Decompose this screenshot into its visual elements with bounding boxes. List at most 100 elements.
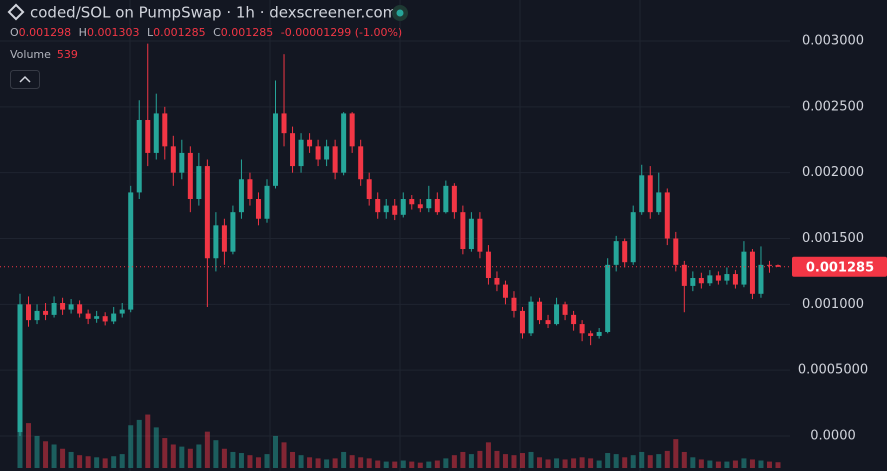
candle-body xyxy=(153,113,159,153)
candle-body xyxy=(77,304,83,314)
volume-bar xyxy=(77,455,83,468)
candle-body xyxy=(460,212,466,250)
candle-body xyxy=(690,278,696,286)
volume-bar xyxy=(775,462,781,468)
volume-bar xyxy=(307,457,313,468)
volume-bar xyxy=(579,457,585,468)
volume-bar xyxy=(494,450,500,468)
volume-bar xyxy=(238,453,244,468)
y-tick-label: 0.0005000 xyxy=(798,363,868,378)
candle-body xyxy=(213,225,219,259)
volume-bar xyxy=(596,460,602,468)
candle-body xyxy=(528,301,534,334)
volume-bar xyxy=(375,460,381,468)
candle-body xyxy=(639,175,645,213)
volume-bar xyxy=(622,457,628,468)
volume-bar xyxy=(324,459,330,468)
candle-body xyxy=(324,146,330,160)
candle-body xyxy=(247,179,253,199)
volume-bar xyxy=(485,442,491,468)
candle-body xyxy=(766,264,772,266)
volume-bar xyxy=(545,459,551,468)
volume-bar xyxy=(281,442,287,468)
candle-body xyxy=(451,185,457,213)
volume-bar xyxy=(477,450,483,468)
candle-body xyxy=(366,179,372,199)
volume-bar xyxy=(571,458,577,468)
volume-bar xyxy=(681,451,687,468)
candle-body xyxy=(724,274,730,281)
candle-body xyxy=(775,265,781,267)
volume-bar xyxy=(554,458,560,468)
volume-bar xyxy=(204,431,210,468)
volume-bar xyxy=(639,451,645,468)
candle-body xyxy=(60,303,66,310)
volume-bar xyxy=(724,461,730,468)
candle-body xyxy=(290,133,296,167)
candle-body xyxy=(51,303,57,315)
ohlc-value: 0.001298 xyxy=(19,26,72,39)
last-price-label: 0.001285 xyxy=(806,260,874,275)
volume-bar xyxy=(698,459,704,468)
candle-body xyxy=(136,120,142,193)
volume-bar xyxy=(34,435,40,468)
price-axis: 0.0000 0.0005000 0.001000 0.001500 0.002000 0… xyxy=(792,34,887,444)
candle-body xyxy=(68,304,74,310)
candle-body xyxy=(571,314,577,325)
volume-bar xyxy=(537,457,543,468)
change: -0.00001299 (-1.00%) xyxy=(281,26,402,39)
ohlc-label: C xyxy=(213,26,221,39)
candle-body xyxy=(307,139,313,147)
y-tick-label: 0.001500 xyxy=(802,231,864,246)
candle-body xyxy=(715,275,721,281)
volume-bar xyxy=(26,423,32,468)
volume-bar xyxy=(51,444,57,468)
volume-bar xyxy=(341,451,347,468)
candle-body xyxy=(502,284,508,298)
y-tick-label: 0.0000 xyxy=(810,429,856,444)
volume-bar xyxy=(221,448,227,468)
volume-bar xyxy=(605,453,611,468)
collapse-icon[interactable] xyxy=(19,75,31,83)
collapse-button[interactable] xyxy=(10,70,40,89)
volume-bar xyxy=(707,460,713,468)
candle-body xyxy=(647,175,653,213)
ohlc-value: 0.001285 xyxy=(221,26,274,39)
candle-body xyxy=(519,310,525,334)
volume-bar xyxy=(349,455,355,468)
volume-bar xyxy=(443,458,449,468)
candle-body xyxy=(204,166,210,259)
candle-body xyxy=(358,146,364,180)
volume-bar xyxy=(409,461,415,468)
candle-body xyxy=(434,199,440,213)
chart-title: coded/SOL on PumpSwap · 1h · dexscreener… xyxy=(30,4,397,22)
candle-body xyxy=(409,199,415,205)
candle-body xyxy=(119,309,125,314)
volume-bar xyxy=(273,435,279,468)
candle-body xyxy=(34,310,40,321)
candle-body xyxy=(230,212,236,252)
candle-body xyxy=(102,316,108,322)
candle-body xyxy=(341,113,347,173)
ohlc-label: O xyxy=(10,26,19,39)
candle-body xyxy=(128,192,134,310)
volume-bar xyxy=(179,446,185,468)
ohlc-label: L xyxy=(147,26,154,39)
volume-bar xyxy=(230,451,236,468)
volume-bar xyxy=(102,458,108,468)
candle-body xyxy=(170,146,176,173)
volume-bar xyxy=(264,454,270,468)
candle-body xyxy=(673,238,679,265)
volume-bar xyxy=(519,453,525,468)
candle-body xyxy=(179,152,185,173)
volume-bar xyxy=(426,461,432,468)
candle-body xyxy=(656,192,662,213)
candle-body xyxy=(392,205,398,215)
candle-body xyxy=(485,251,491,278)
candle-body xyxy=(43,310,49,315)
candle-body xyxy=(511,297,517,311)
logo-icon xyxy=(7,3,25,21)
volume-bar xyxy=(502,454,508,468)
volume-bar xyxy=(562,459,568,468)
